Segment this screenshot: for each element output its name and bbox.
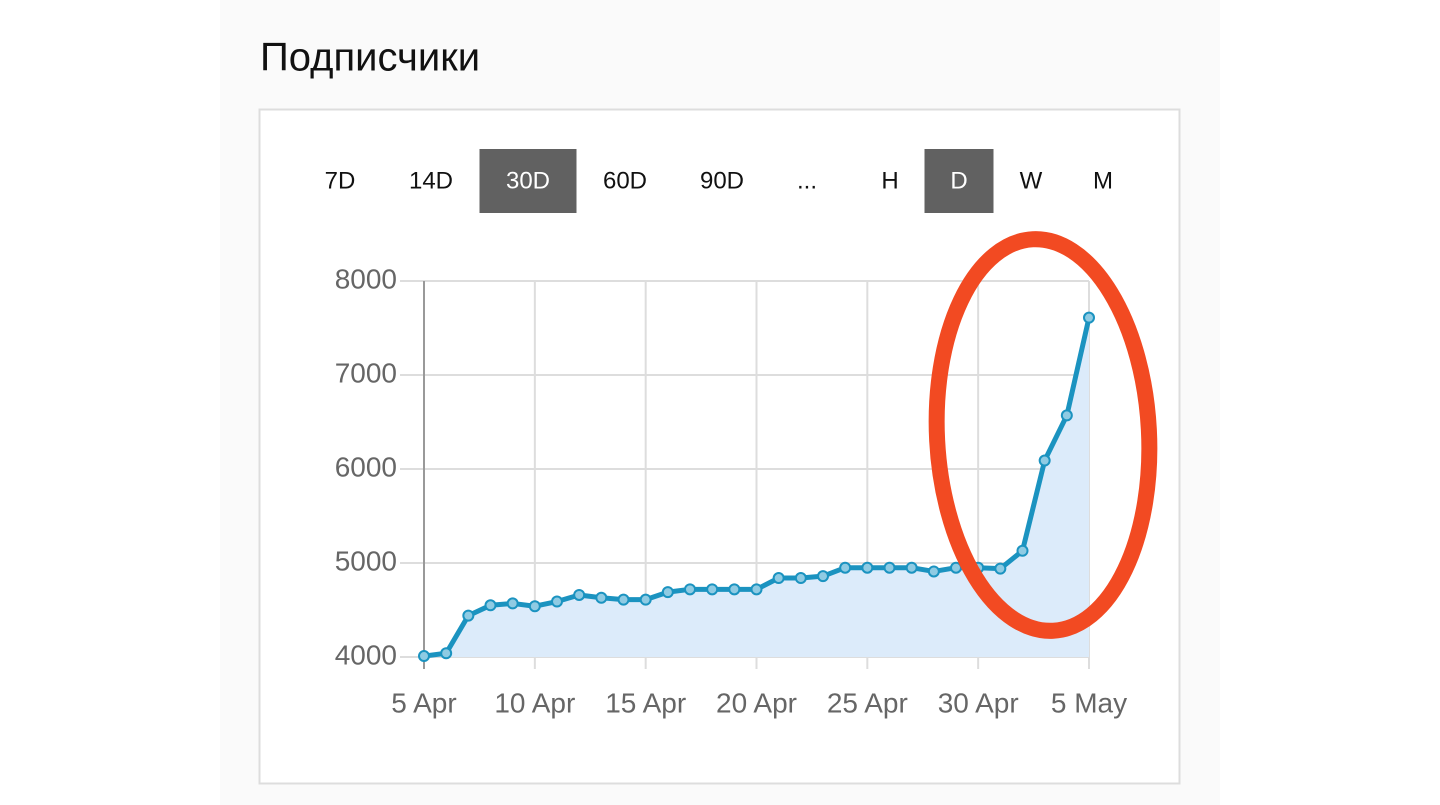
point	[639, 593, 652, 606]
point	[905, 561, 918, 574]
x-tick-label: 5 May	[1051, 687, 1127, 718]
point	[617, 593, 630, 606]
button-label[interactable]: H	[881, 167, 898, 194]
point	[1083, 311, 1095, 324]
button-bg[interactable]	[479, 149, 577, 213]
range-button[interactable]: 30D	[479, 149, 577, 213]
button-label[interactable]: 14D	[409, 167, 453, 194]
interval-button[interactable]: D	[924, 149, 994, 213]
area	[424, 317, 1089, 657]
interval-button[interactable]: H	[857, 149, 923, 213]
point	[817, 570, 829, 583]
point	[484, 599, 497, 612]
button-label[interactable]: ...	[797, 167, 817, 194]
point	[573, 588, 586, 601]
point	[772, 572, 785, 585]
point	[750, 583, 763, 596]
x-tick-label: 30 Apr	[938, 687, 1019, 718]
point	[1038, 454, 1051, 467]
x-tick-label: 10 Apr	[494, 687, 575, 718]
x-tick-label: 25 Apr	[827, 687, 908, 718]
interval-button[interactable]: W	[998, 149, 1064, 213]
y-tick-label: 7000	[335, 357, 397, 388]
section-title: Подписчики	[260, 36, 480, 80]
point	[528, 600, 541, 613]
y-tick-label: 8000	[335, 263, 397, 294]
point	[506, 597, 519, 610]
point	[706, 583, 719, 596]
range-button[interactable]: 14D	[385, 149, 477, 213]
button-label[interactable]: W	[1020, 167, 1043, 194]
button-label[interactable]: M	[1093, 167, 1113, 194]
button-label[interactable]: D	[950, 167, 967, 194]
range-button[interactable]: 60D	[579, 149, 671, 213]
point	[927, 565, 940, 578]
x-tick-label: 5 Apr	[391, 687, 456, 718]
range-button[interactable]: ...	[772, 149, 842, 213]
y-tick-label: 4000	[335, 639, 397, 670]
button-bg[interactable]	[924, 149, 994, 213]
point	[1016, 544, 1029, 557]
y-tick-label: 6000	[335, 451, 397, 482]
point	[861, 561, 874, 574]
point	[994, 562, 1007, 575]
highlight-ellipse	[928, 231, 1158, 639]
interval-button[interactable]: M	[1070, 149, 1136, 213]
plot: 4000 5000 6000 7000 8000 5 Apr 10 Apr 15 Apr 20 …	[335, 263, 1127, 718]
y-tick-label: 5000	[335, 545, 397, 576]
chart-card	[258, 108, 1181, 785]
point	[883, 561, 896, 574]
point	[1060, 409, 1073, 422]
point	[462, 609, 475, 622]
button-label[interactable]: 60D	[603, 167, 647, 194]
point	[661, 586, 674, 599]
point	[595, 591, 608, 604]
x-tick-label: 20 Apr	[716, 687, 797, 718]
point	[794, 572, 807, 585]
button-label[interactable]: 90D	[700, 167, 744, 194]
point	[728, 583, 741, 596]
range-button[interactable]: 7D	[300, 149, 380, 213]
point	[839, 561, 852, 574]
point	[684, 583, 696, 596]
button-label[interactable]: 30D	[506, 167, 550, 194]
button-label[interactable]: 7D	[325, 167, 356, 194]
controls: 7D 14D 30D 60D 90D... H D W M	[300, 149, 1136, 213]
x-tick-label: 15 Apr	[605, 687, 686, 718]
point	[440, 647, 453, 660]
point	[418, 650, 430, 663]
point	[551, 595, 563, 608]
range-button[interactable]: 90D	[676, 149, 768, 213]
